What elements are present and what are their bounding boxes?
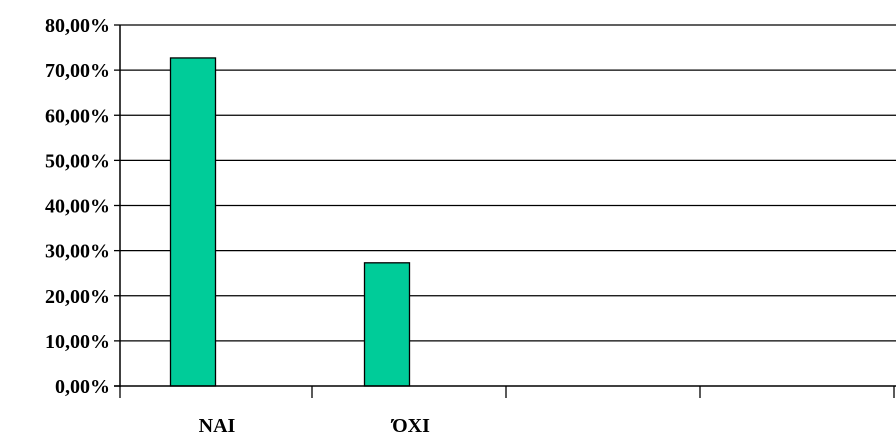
axes bbox=[114, 24, 896, 398]
y-tick-label: 60,00% bbox=[45, 105, 110, 127]
x-category-label: NAI bbox=[199, 415, 236, 437]
y-tick-label: 50,00% bbox=[45, 150, 110, 172]
y-tick-label: 0,00% bbox=[55, 376, 110, 398]
y-tick-label: 10,00% bbox=[45, 331, 110, 353]
y-tick-label: 70,00% bbox=[45, 60, 110, 82]
bar-nai bbox=[169, 57, 217, 387]
y-tick-label: 80,00% bbox=[45, 15, 110, 37]
y-tick-label: 40,00% bbox=[45, 196, 110, 218]
y-tick-labels: 0,00% 10,00% 20,00% 30,00% 40,00% 50,00% 60,00… bbox=[45, 15, 110, 398]
gridlines bbox=[120, 24, 896, 342]
y-tick-label: 20,00% bbox=[45, 286, 110, 308]
x-category-labels: NAI ΌΧΙ bbox=[199, 415, 430, 437]
bar-όχι bbox=[363, 262, 411, 387]
x-category-label: ΌΧΙ bbox=[390, 415, 430, 437]
bars bbox=[169, 57, 411, 387]
y-tick-label: 30,00% bbox=[45, 241, 110, 263]
